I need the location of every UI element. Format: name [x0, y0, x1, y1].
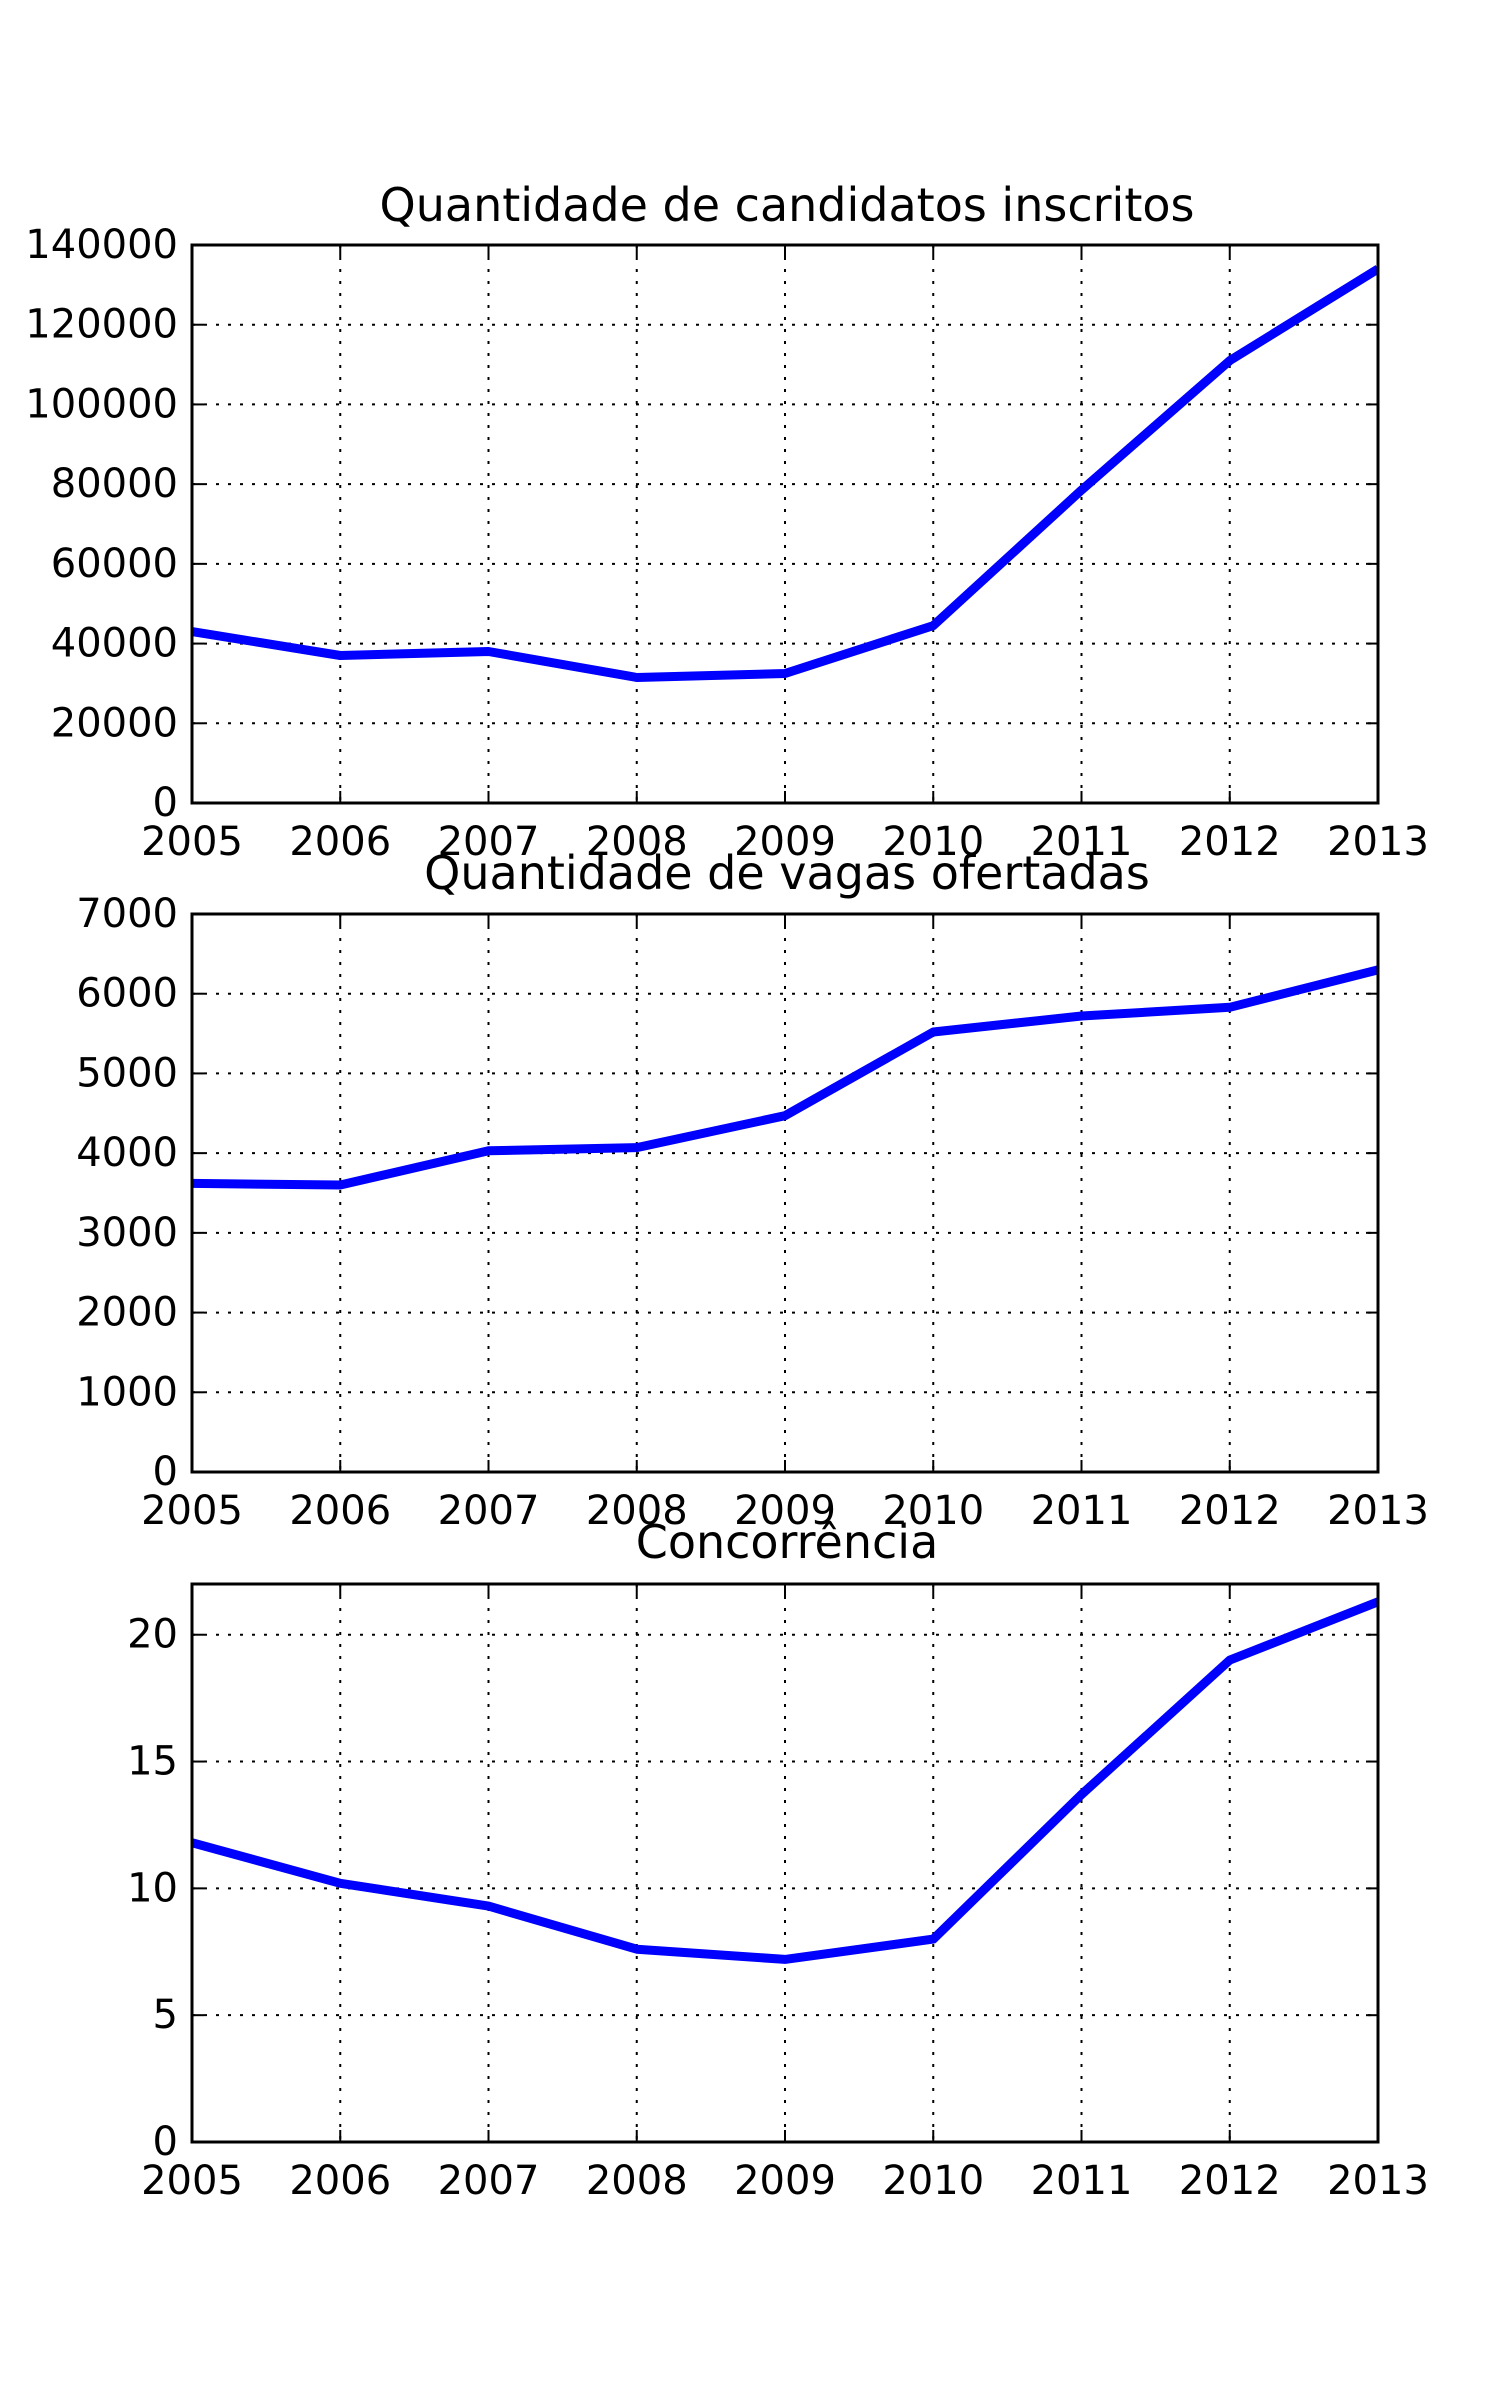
x-tick-label: 2012	[1179, 819, 1281, 865]
y-tick-label: 20	[127, 1612, 178, 1658]
y-tick-label: 1000	[76, 1369, 178, 1415]
x-tick-label: 2005	[141, 1488, 243, 1534]
x-tick-label: 2013	[1327, 819, 1429, 865]
x-tick-label: 2011	[1031, 2158, 1133, 2204]
x-tick-label: 2006	[289, 2158, 391, 2204]
x-tick-label: 2008	[586, 1488, 688, 1534]
x-tick-label: 2009	[734, 1488, 836, 1534]
x-tick-label: 2010	[882, 1488, 984, 1534]
chart-title: Quantidade de vagas ofertadas	[424, 846, 1150, 900]
x-tick-label: 2013	[1327, 1488, 1429, 1534]
y-tick-label: 4000	[76, 1130, 178, 1176]
y-tick-label: 0	[153, 780, 178, 826]
series-line	[192, 965, 1378, 1190]
x-tick-label: 2009	[734, 819, 836, 865]
x-tick-label: 2006	[289, 819, 391, 865]
x-tick-label: 2006	[289, 1488, 391, 1534]
axes-frame	[190, 1582, 1380, 2144]
y-tick-label: 0	[153, 1449, 178, 1495]
y-tick-label: 120000	[25, 302, 178, 348]
x-tick-label: 2010	[882, 2158, 984, 2204]
x-tick-label: 2007	[438, 1488, 540, 1534]
x-tick-label: 2012	[1179, 2158, 1281, 2204]
y-tick-label: 0	[153, 2119, 178, 2165]
subplot-candidatos-inscritos: Quantidade de candidatos inscritos 2005 2…	[25, 178, 1429, 865]
x-tick-label: 2009	[734, 2158, 836, 2204]
x-tick-label: 2007	[438, 819, 540, 865]
y-tick-label: 10	[127, 1865, 178, 1911]
y-tick-label: 2000	[76, 1290, 178, 1336]
y-tick-label: 5	[153, 1992, 178, 2038]
y-tick-label: 15	[127, 1739, 178, 1785]
y-tick-label: 3000	[76, 1210, 178, 1256]
x-tick-label: 2013	[1327, 2158, 1429, 2204]
x-tick-label: 2005	[141, 819, 243, 865]
subplot-vagas-ofertadas: Quantidade de vagas ofertadas 2005 2006 20…	[76, 846, 1429, 1534]
x-tick-label: 2012	[1179, 1488, 1281, 1534]
series-line	[192, 265, 1378, 682]
x-tick-label: 2007	[438, 2158, 540, 2204]
axes-frame	[190, 912, 1380, 1474]
x-tick-label: 2008	[586, 819, 688, 865]
y-tick-label: 5000	[76, 1050, 178, 1096]
y-tick-label: 60000	[51, 541, 178, 587]
x-tick-label: 2005	[141, 2158, 243, 2204]
y-tick-label: 100000	[25, 381, 178, 427]
chart-title: Quantidade de candidatos inscritos	[380, 178, 1195, 232]
subplot-concorrencia: Concorrência 2005 2006 2007 2008 2009 2010 201…	[127, 1515, 1429, 2204]
x-tick-label: 2008	[586, 2158, 688, 2204]
x-tick-label: 2011	[1031, 819, 1133, 865]
x-tick-label: 2011	[1031, 1488, 1133, 1534]
series-line	[192, 1597, 1378, 1964]
x-tick-label: 2010	[882, 819, 984, 865]
y-tick-label: 7000	[76, 891, 178, 937]
axes-frame	[190, 243, 1380, 805]
y-tick-label: 20000	[51, 700, 178, 746]
y-tick-label: 40000	[51, 621, 178, 667]
y-tick-label: 80000	[51, 461, 178, 507]
chart-title: Concorrência	[636, 1515, 939, 1569]
y-tick-label: 6000	[76, 971, 178, 1017]
y-tick-label: 140000	[25, 222, 178, 268]
